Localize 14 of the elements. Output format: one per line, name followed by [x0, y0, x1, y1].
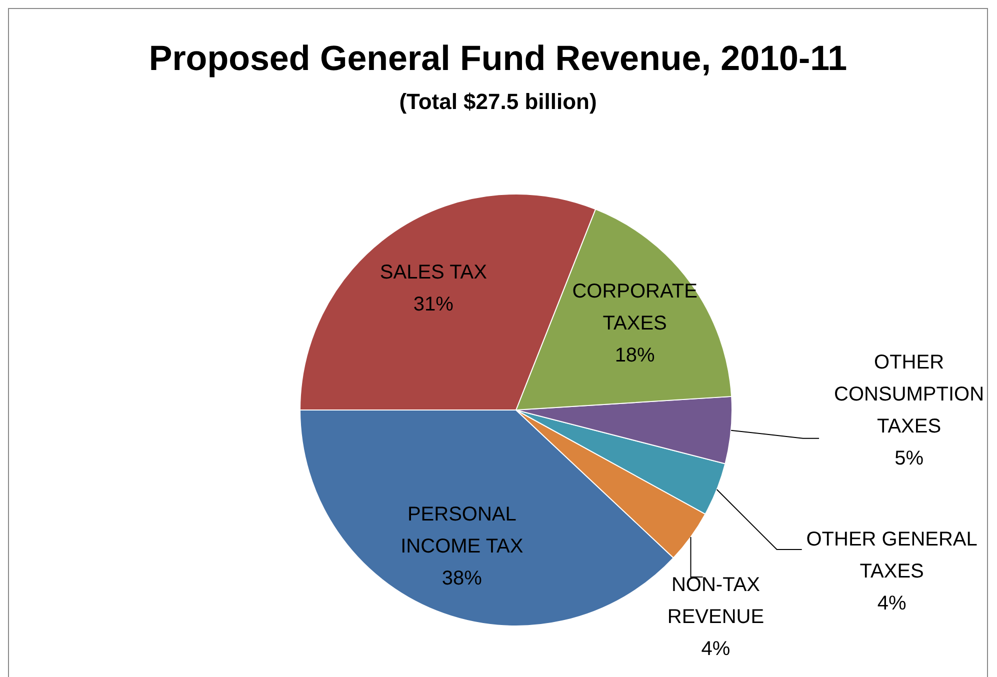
- slice-label: OTHER CONSUMPTION TAXES: [834, 351, 984, 438]
- chart-subtitle: (Total $27.5 billion): [398, 89, 598, 115]
- slice-label: OTHER GENERAL TAXES: [806, 528, 978, 583]
- slice-label: CORPORATE TAXES: [572, 280, 698, 335]
- data-label: 31%: [413, 294, 454, 316]
- data-label: 4%: [877, 592, 906, 615]
- slice-label: NON-TAX REVENUE: [667, 574, 764, 628]
- slice-label: PERSONAL INCOME TAX: [400, 504, 524, 558]
- data-label: 4%: [701, 638, 730, 660]
- slice-label: SALES TAX: [380, 262, 487, 284]
- data-label: 38%: [442, 568, 482, 590]
- data-label: 18%: [614, 344, 656, 367]
- chart-title: Proposed General Fund Revenue, 2010-11: [148, 39, 848, 79]
- data-label: 5%: [894, 447, 924, 470]
